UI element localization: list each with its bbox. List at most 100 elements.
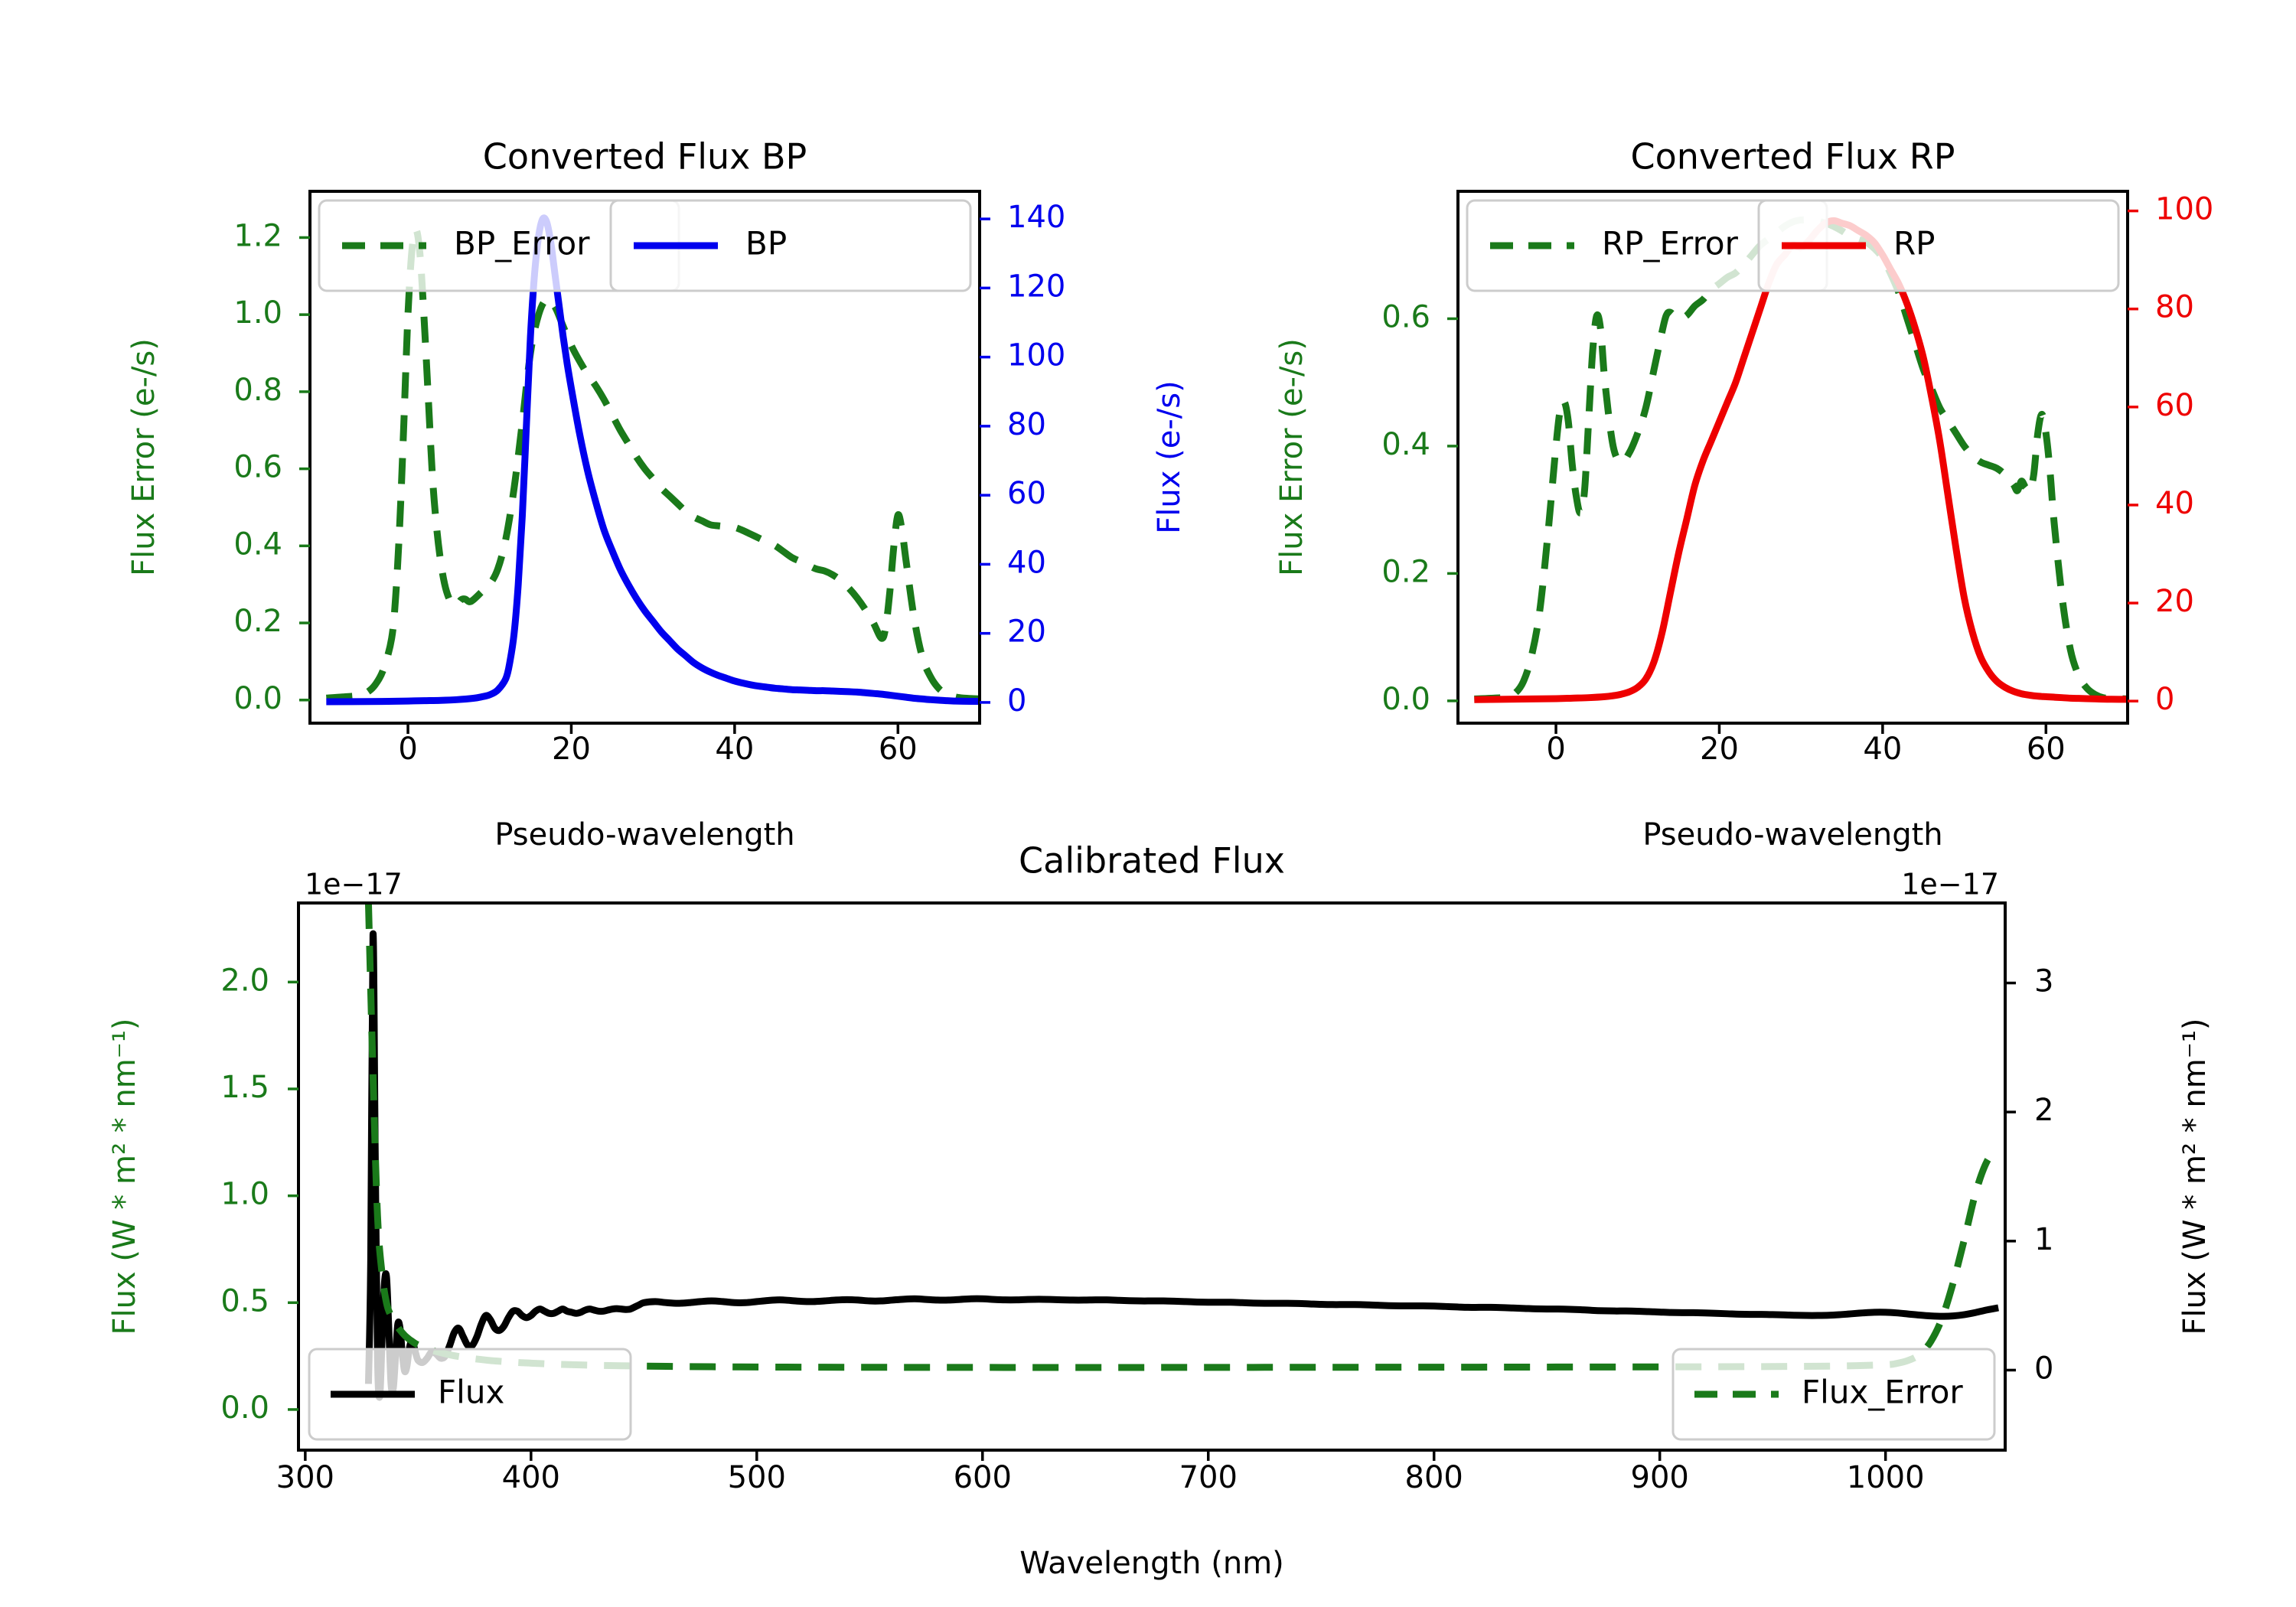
y-tick-label-right: 60 — [2155, 388, 2194, 423]
y-tick-label-right: 40 — [1007, 545, 1046, 580]
chart-converted-flux-rp: Converted Flux RP 0 20 40 60 Pseudo-wavelengt… — [1274, 136, 2213, 853]
x-axis-title: Pseudo-wavelength — [494, 817, 794, 852]
y-tick-label-right: 60 — [1007, 476, 1046, 511]
x-axis: 300 400 500 600 700 800 900 1000 Wavelength (nm) — [276, 1450, 1925, 1581]
chart-title: Converted Flux BP — [483, 136, 807, 178]
y-tick-label-right: 3 — [2034, 964, 2053, 999]
x-tick-label: 0 — [398, 732, 417, 767]
panel-calibrated-flux: Calibrated Flux 1e−17 1e−17 300 400 500 600 700… — [0, 811, 2296, 1607]
y-tick-label-right: 0 — [2155, 682, 2174, 717]
x-tick-label: 40 — [715, 732, 754, 767]
chart-converted-flux-bp: Converted Flux BP 0 20 40 60 Pseudo-wavelengt… — [126, 136, 1187, 853]
y-tick-label-right: 0 — [2034, 1351, 2053, 1386]
y-axis-left: 0.0 0.2 0.4 0.6 0.8 1.0 1.2 Flux Error (e-/s) — [126, 218, 310, 716]
y-tick-label-left: 1.0 — [220, 1177, 269, 1212]
legend-label: Flux_Error — [1802, 1374, 1963, 1411]
plot-area — [364, 903, 2001, 1401]
legend-bp_error[interactable]: BP_Error — [318, 199, 680, 292]
y-tick-label-left: 1.0 — [233, 295, 282, 331]
legend-flux[interactable]: Flux — [308, 1348, 632, 1441]
series-line-bp_error — [326, 226, 980, 702]
y-axis-left: 0.0 0.2 0.4 0.6 Flux Error (e-/s) — [1274, 299, 1458, 717]
x-tick-label: 800 — [1405, 1460, 1463, 1495]
y-tick-label-right: 2 — [2034, 1093, 2053, 1128]
y-tick-label-left: 0.2 — [233, 604, 282, 639]
plot-area — [326, 214, 980, 706]
legend-label: RP_Error — [1602, 225, 1739, 262]
panel-converted-flux-rp: Converted Flux RP 0 20 40 60 Pseudo-wavelengt… — [1148, 0, 2296, 853]
x-tick-label: 40 — [1863, 732, 1902, 767]
legend-rp[interactable]: RP — [1757, 199, 2120, 292]
plot-frame — [297, 901, 2007, 1452]
x-tick-label: 300 — [276, 1460, 334, 1495]
y-tick-label-left: 2.0 — [220, 963, 269, 998]
y-tick-label-right: 1 — [2034, 1222, 2053, 1257]
y-axis-title-right: Flux (e-/s) — [1152, 380, 1187, 533]
x-tick-label: 400 — [502, 1460, 560, 1495]
x-tick-label: 600 — [954, 1460, 1012, 1495]
legend-flux_error[interactable]: Flux_Error — [1671, 1348, 1996, 1441]
y-tick-label-left: 0.0 — [220, 1390, 269, 1426]
x-tick-label: 1000 — [1847, 1460, 1925, 1495]
y-tick-label-right: 140 — [1007, 200, 1065, 235]
x-tick-label: 20 — [1700, 732, 1739, 767]
y-axis-title-left: Flux (W * m² * nm⁻¹) — [107, 1019, 142, 1335]
plot-frame — [308, 190, 981, 725]
x-tick-label: 20 — [552, 732, 591, 767]
y-tick-label-left: 0.8 — [233, 373, 282, 408]
series-line-bp — [326, 214, 980, 706]
y-tick-label-left: 1.2 — [233, 218, 282, 253]
y-tick-label-left: 0.4 — [233, 526, 282, 562]
y-tick-label-right: 100 — [1007, 338, 1065, 373]
x-axis-title: Wavelength (nm) — [1019, 1546, 1284, 1581]
y-tick-label-right: 20 — [1007, 614, 1046, 650]
legend-label: BP_Error — [454, 225, 590, 262]
x-tick-label: 0 — [1546, 732, 1565, 767]
y-axis-title-left: Flux Error (e-/s) — [1274, 338, 1309, 576]
x-tick-label: 500 — [728, 1460, 786, 1495]
series-line-flux_error — [364, 903, 2001, 1371]
y-axis-right: 020406080100Flux (e-/s) — [2128, 192, 2213, 717]
y-tick-label-left: 0.5 — [220, 1283, 269, 1319]
y-tick-label-right: 80 — [2155, 290, 2194, 325]
y-tick-label-left: 1.5 — [220, 1070, 269, 1105]
y-tick-label-left: 0.0 — [1381, 682, 1430, 717]
y-tick-label-right: 0 — [1007, 683, 1026, 719]
series-line-flux — [364, 930, 1999, 1401]
legend-label: BP — [745, 225, 787, 262]
chart-calibrated-flux: Calibrated Flux 1e−17 1e−17 300 400 500 600 700… — [107, 840, 2213, 1582]
x-axis: 0 20 40 60 Pseudo-wavelength — [1546, 723, 2066, 852]
x-axis-title: Pseudo-wavelength — [1642, 817, 1942, 852]
y-tick-label-left: 0.4 — [1381, 427, 1430, 462]
y-axis-title-right: Flux (W * m² * nm⁻¹) — [2177, 1019, 2213, 1335]
y-tick-label-left: 0.0 — [233, 681, 282, 716]
plot-frame — [1456, 190, 2129, 725]
y-tick-label-right: 80 — [1007, 407, 1046, 442]
chart-title: Calibrated Flux — [1019, 840, 1285, 882]
y-axis-left: 0.0 0.5 1.0 1.5 2.0 Flux (W * m² * nm⁻¹) — [107, 963, 298, 1426]
y-axis-right: 0 1 2 3 Flux (W * m² * nm⁻¹) — [2005, 964, 2213, 1386]
y-tick-label-right: 40 — [2155, 486, 2194, 521]
y-tick-label-right: 100 — [2155, 192, 2213, 227]
y-tick-label-left: 0.2 — [1381, 554, 1430, 589]
y-axis-offset-right: 1e−17 — [1901, 868, 1999, 901]
legend-rp_error[interactable]: RP_Error — [1466, 199, 1828, 292]
legend-label: RP — [1893, 225, 1936, 262]
x-axis: 0 20 40 60 Pseudo-wavelength — [398, 723, 918, 852]
x-tick-label: 60 — [879, 732, 918, 767]
chart-title: Converted Flux RP — [1631, 136, 1955, 178]
panel-converted-flux-bp: Converted Flux BP 0 20 40 60 Pseudo-wavelengt… — [0, 0, 1187, 853]
y-axis-title-left: Flux Error (e-/s) — [126, 338, 161, 576]
legend-label: Flux — [438, 1374, 504, 1411]
x-tick-label: 900 — [1631, 1460, 1689, 1495]
y-tick-label-left: 0.6 — [1381, 299, 1430, 334]
y-axis-right: 0 20 40 60 80 100 120 140 Flux (e-/s) — [980, 200, 1187, 719]
y-tick-label-right: 120 — [1007, 269, 1065, 304]
y-axis-offset-left: 1e−17 — [305, 868, 403, 901]
legend-bp[interactable]: BP — [609, 199, 972, 292]
y-tick-label-left: 0.6 — [233, 450, 282, 485]
y-tick-label-right: 20 — [2155, 584, 2194, 619]
x-tick-label: 700 — [1179, 1460, 1238, 1495]
x-tick-label: 60 — [2027, 732, 2066, 767]
